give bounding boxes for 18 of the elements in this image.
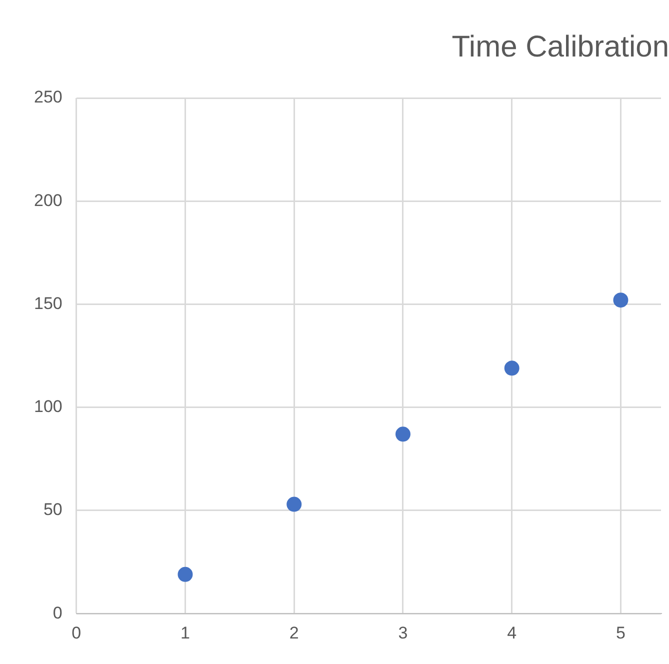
x-tick-label: 2 <box>289 623 299 642</box>
x-tick-label: 1 <box>180 623 190 642</box>
x-tick-label: 5 <box>616 623 626 642</box>
y-tick-label: 0 <box>52 603 62 622</box>
chart-title: Time Calibration <box>452 30 669 64</box>
y-tick-label: 250 <box>34 88 62 107</box>
point <box>178 566 193 582</box>
x-tick-label: 0 <box>72 623 82 642</box>
y-tick-label: 50 <box>43 500 62 520</box>
x-tick-label: 3 <box>398 623 408 642</box>
point <box>286 496 302 512</box>
point <box>504 360 520 376</box>
x-tick-label: 4 <box>507 623 517 642</box>
y-tick-label: 100 <box>34 397 62 416</box>
y-tick-label: 200 <box>34 190 62 210</box>
point <box>395 426 410 442</box>
y-tick-label: 150 <box>34 294 62 313</box>
point <box>613 292 628 308</box>
